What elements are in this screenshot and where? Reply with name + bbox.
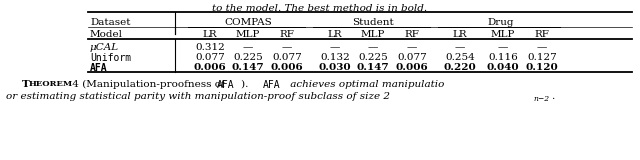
Text: —: — <box>537 43 547 52</box>
Text: 0.225: 0.225 <box>358 53 388 62</box>
Text: n−2: n−2 <box>533 95 549 103</box>
Text: HEOREM: HEOREM <box>29 80 73 88</box>
Text: to the model. The best method is in bold.: to the model. The best method is in bold… <box>212 4 428 13</box>
Text: —: — <box>243 43 253 52</box>
Text: 4 (Manipulation-proofness of: 4 (Manipulation-proofness of <box>69 80 228 89</box>
Text: T: T <box>22 80 29 89</box>
Text: 0.312: 0.312 <box>195 43 225 52</box>
Text: 0.006: 0.006 <box>396 63 428 72</box>
Text: 0.040: 0.040 <box>486 63 519 72</box>
Text: —: — <box>407 43 417 52</box>
Text: 0.077: 0.077 <box>272 53 302 62</box>
Text: 0.077: 0.077 <box>397 53 427 62</box>
Text: 0.030: 0.030 <box>319 63 351 72</box>
Text: AFA: AFA <box>217 80 235 90</box>
Text: MLP: MLP <box>491 30 515 39</box>
Text: LR: LR <box>203 30 218 39</box>
Text: 0.132: 0.132 <box>320 53 350 62</box>
Text: Dataset: Dataset <box>90 18 131 27</box>
Text: RF: RF <box>280 30 294 39</box>
Text: AFA: AFA <box>90 63 108 73</box>
Text: —: — <box>498 43 508 52</box>
Text: .: . <box>551 92 554 101</box>
Text: MLP: MLP <box>361 30 385 39</box>
Text: 0.220: 0.220 <box>444 63 476 72</box>
Text: or estimating statistical parity with manipulation-proof subclass of size 2: or estimating statistical parity with ma… <box>6 92 390 101</box>
Text: MLP: MLP <box>236 30 260 39</box>
Text: 0.116: 0.116 <box>488 53 518 62</box>
Text: 0.006: 0.006 <box>271 63 303 72</box>
Text: COMPAS: COMPAS <box>224 18 272 27</box>
Text: —: — <box>330 43 340 52</box>
Text: achieves optimal manipulatio: achieves optimal manipulatio <box>287 80 444 89</box>
Text: 0.147: 0.147 <box>232 63 264 72</box>
Text: 0.147: 0.147 <box>356 63 389 72</box>
Text: —: — <box>455 43 465 52</box>
Text: 0.077: 0.077 <box>195 53 225 62</box>
Text: 0.120: 0.120 <box>525 63 558 72</box>
Text: ).: ). <box>241 80 258 89</box>
Text: LR: LR <box>328 30 342 39</box>
Text: Uniform: Uniform <box>90 53 131 63</box>
Text: 0.225: 0.225 <box>233 53 263 62</box>
Text: μCAL: μCAL <box>90 43 119 52</box>
Text: —: — <box>368 43 378 52</box>
Text: 0.006: 0.006 <box>194 63 227 72</box>
Text: Student: Student <box>352 18 394 27</box>
Text: Drug: Drug <box>488 18 515 27</box>
Text: —: — <box>282 43 292 52</box>
Text: LR: LR <box>452 30 467 39</box>
Text: AFA: AFA <box>263 80 280 90</box>
Text: RF: RF <box>534 30 549 39</box>
Text: RF: RF <box>404 30 419 39</box>
Text: Model: Model <box>90 30 123 39</box>
Text: 0.254: 0.254 <box>445 53 475 62</box>
Text: 0.127: 0.127 <box>527 53 557 62</box>
